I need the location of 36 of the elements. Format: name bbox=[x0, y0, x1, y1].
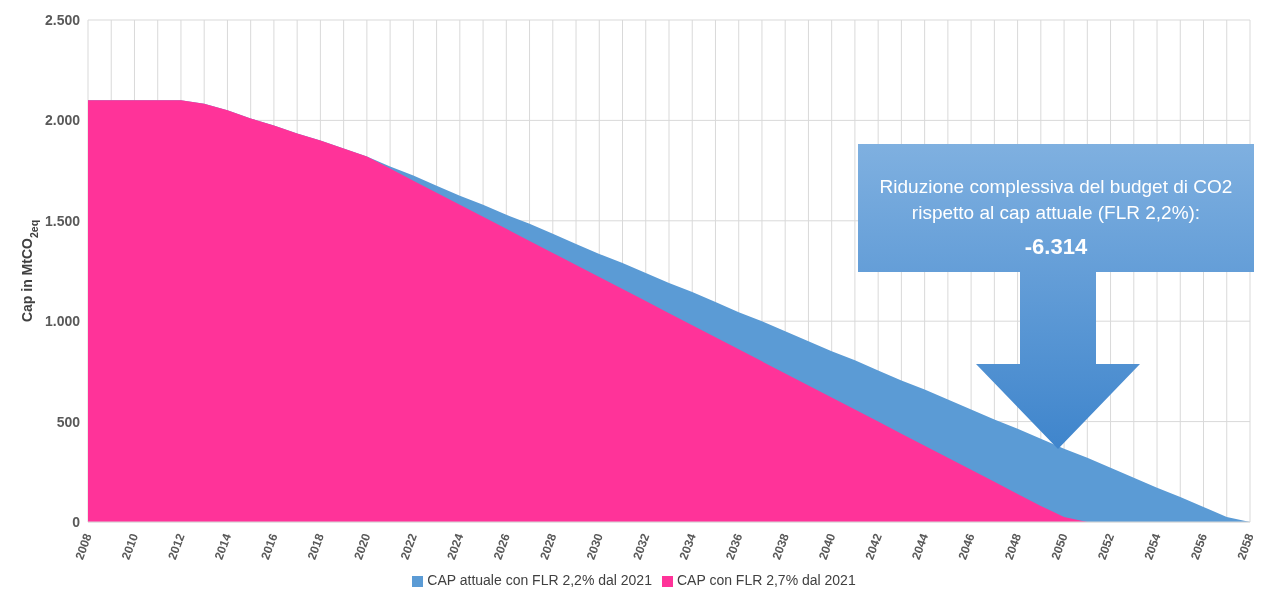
y-tick-label: 1.000 bbox=[44, 313, 81, 330]
x-tick-label: 2014 bbox=[211, 531, 235, 562]
x-tick-label: 2020 bbox=[351, 531, 374, 562]
x-tick-label: 2058 bbox=[1234, 531, 1257, 562]
x-tick-label: 2048 bbox=[1001, 531, 1025, 562]
x-tick-label: 2032 bbox=[630, 531, 653, 562]
x-tick-label: 2018 bbox=[304, 531, 328, 562]
x-tick-label: 2046 bbox=[955, 531, 978, 562]
x-tick-label: 2044 bbox=[908, 531, 932, 562]
y-tick-label: 1.500 bbox=[44, 212, 81, 229]
y-tick-label: 0 bbox=[72, 513, 81, 530]
x-tick-label: 2030 bbox=[583, 531, 606, 562]
x-tick-label: 2038 bbox=[769, 531, 792, 562]
x-tick-label: 2034 bbox=[676, 531, 699, 562]
x-tick-label: 2050 bbox=[1048, 531, 1071, 562]
x-tick-label: 2040 bbox=[815, 531, 839, 562]
x-tick-label: 2052 bbox=[1094, 531, 1118, 562]
annotation: -6.314 bbox=[1023, 234, 1089, 260]
x-tick-label: 2028 bbox=[537, 531, 560, 562]
x-tick-label: 2016 bbox=[258, 531, 281, 562]
x-tick-label: 2042 bbox=[862, 531, 885, 562]
y-tick-label: 500 bbox=[56, 413, 81, 430]
x-tick-label: 2036 bbox=[723, 531, 746, 562]
x-tick-label: 2010 bbox=[118, 531, 142, 562]
legend-label: CAP attuale con FLR 2,2% dal 2021 bbox=[427, 572, 652, 588]
annotation: Riduzione complessiva del budget di CO2 rispetto al cap attuale (FLR 2,2%): bbox=[878, 175, 1234, 225]
x-tick-label: 2024 bbox=[444, 531, 467, 562]
x-tick-label: 2056 bbox=[1187, 531, 1211, 562]
y-tick-label: 2.000 bbox=[44, 112, 81, 129]
x-tick-label: 2022 bbox=[397, 531, 421, 562]
x-tick-label: 2054 bbox=[1141, 531, 1164, 562]
x-tick-label: 2008 bbox=[72, 531, 95, 562]
y-tick-label: 2.500 bbox=[44, 11, 81, 28]
x-tick-label: 2012 bbox=[165, 531, 188, 562]
legend-label: CAP con FLR 2,7% dal 2021 bbox=[676, 572, 856, 588]
x-tick-label: 2026 bbox=[490, 531, 514, 562]
